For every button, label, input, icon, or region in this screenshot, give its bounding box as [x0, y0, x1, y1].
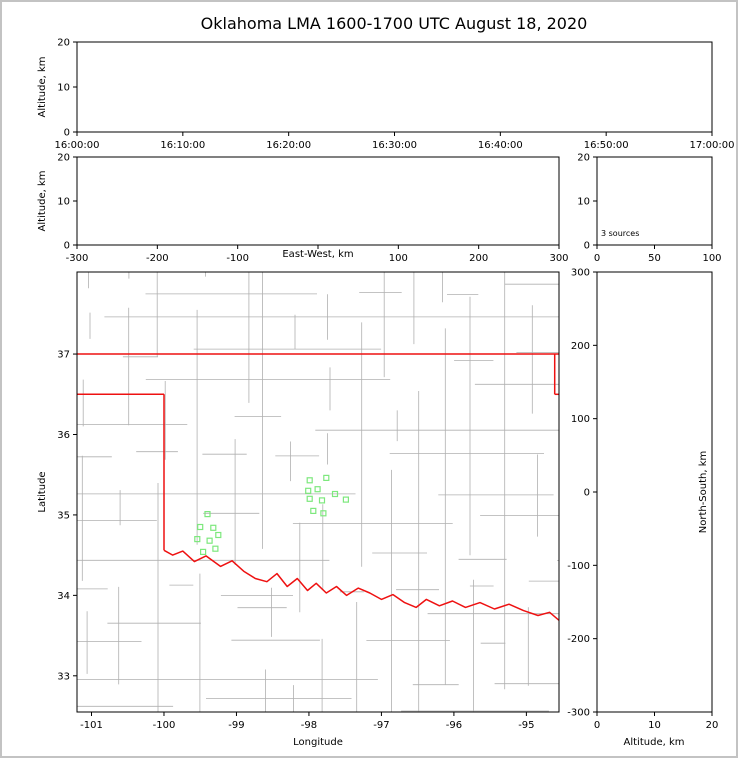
- panel-plan_view_map: [76, 271, 560, 713]
- lma-station-marker: [305, 487, 312, 494]
- time-height-y-axis-label: Altitude, km: [37, 56, 48, 118]
- lma-station-marker: [323, 474, 330, 481]
- north-south-x-axis-label: Altitude, km: [623, 737, 685, 748]
- figure-title: Oklahoma LMA 1600-1700 UTC August 18, 20…: [200, 14, 588, 33]
- y-tick-label: -100: [567, 561, 590, 572]
- lma-station-marker: [306, 477, 313, 484]
- x-tick-label: 20: [706, 720, 719, 731]
- panel-time_height: [76, 41, 713, 133]
- x-tick-label: 17:00:00: [690, 140, 735, 151]
- x-tick-label: 100: [702, 253, 721, 264]
- x-tick-label: -100: [226, 253, 249, 264]
- x-tick-label: 100: [389, 253, 408, 264]
- lma-station-marker: [200, 548, 207, 556]
- x-tick-label: 10: [648, 720, 661, 731]
- y-tick-label: 35: [57, 510, 70, 521]
- lma-station-marker: [194, 535, 201, 543]
- x-tick-label: 16:20:00: [266, 140, 311, 151]
- x-tick-label: 50: [648, 253, 661, 264]
- lma-station-marker: [320, 510, 327, 517]
- x-tick-label: -300: [66, 253, 89, 264]
- lma-station-marker: [342, 496, 349, 503]
- y-tick-label: 0: [64, 128, 70, 139]
- lma-station-marker: [318, 497, 326, 504]
- y-tick-label: 20: [577, 153, 590, 164]
- x-tick-label: 16:00:00: [55, 140, 100, 151]
- y-tick-label: -300: [567, 708, 590, 719]
- x-tick-label: 16:10:00: [160, 140, 205, 151]
- y-tick-label: 100: [571, 414, 590, 425]
- y-tick-label: -200: [567, 634, 590, 645]
- lma-station-marker: [314, 486, 321, 493]
- x-tick-label: -100: [153, 720, 176, 731]
- map-y-axis-label: Latitude: [37, 471, 48, 513]
- x-tick-label: 16:40:00: [478, 140, 523, 151]
- x-tick-label: -96: [446, 720, 462, 731]
- x-tick-label: 16:50:00: [584, 140, 629, 151]
- lma-station-marker: [306, 495, 313, 502]
- lma-station-marker: [206, 537, 213, 544]
- y-tick-label: 0: [584, 488, 590, 499]
- y-tick-label: 0: [64, 241, 70, 252]
- x-tick-label: 16:30:00: [372, 140, 417, 151]
- lma-station-marker: [212, 545, 219, 552]
- y-tick-label: 20: [57, 153, 70, 164]
- north-south-y-axis-label: North-South, km: [698, 450, 709, 534]
- lma-station-marker: [204, 511, 211, 518]
- x-tick-label: 0: [594, 253, 600, 264]
- x-tick-label: -95: [518, 720, 534, 731]
- y-tick-label: 0: [584, 241, 590, 252]
- sources-count-label: 3 sources: [601, 229, 640, 238]
- y-tick-label: 300: [571, 268, 590, 279]
- y-tick-label: 10: [57, 197, 70, 208]
- x-tick-label: -99: [228, 720, 244, 731]
- y-tick-label: 33: [57, 671, 70, 682]
- x-tick-label: -200: [146, 253, 169, 264]
- east-west-x-axis-label: East-West, km: [282, 249, 354, 260]
- x-tick-label: -97: [373, 720, 389, 731]
- lma-station-marker: [331, 490, 339, 498]
- lma-station-marker: [310, 507, 317, 514]
- y-tick-label: 200: [571, 341, 590, 352]
- red-river-state-border: [163, 549, 559, 621]
- y-tick-label: 36: [57, 430, 70, 441]
- y-tick-label: 37: [57, 350, 70, 361]
- x-tick-label: -101: [80, 720, 103, 731]
- y-tick-label: 34: [57, 591, 70, 602]
- x-tick-label: -98: [301, 720, 317, 731]
- map-layers: [77, 272, 559, 712]
- lma-station-marker: [197, 523, 204, 531]
- y-tick-label: 10: [577, 197, 590, 208]
- panel-east_west: [76, 156, 560, 246]
- map-x-axis-label: Longitude: [293, 737, 343, 748]
- lma-station-marker: [215, 531, 222, 539]
- x-tick-label: 200: [469, 253, 488, 264]
- y-tick-label: 20: [57, 38, 70, 49]
- lma-station-marker: [210, 524, 217, 531]
- x-tick-label: 0: [594, 720, 600, 731]
- panel-north_south: [596, 271, 713, 713]
- east-west-y-axis-label: Altitude, km: [37, 170, 48, 232]
- x-tick-label: 300: [549, 253, 568, 264]
- y-tick-label: 10: [57, 83, 70, 94]
